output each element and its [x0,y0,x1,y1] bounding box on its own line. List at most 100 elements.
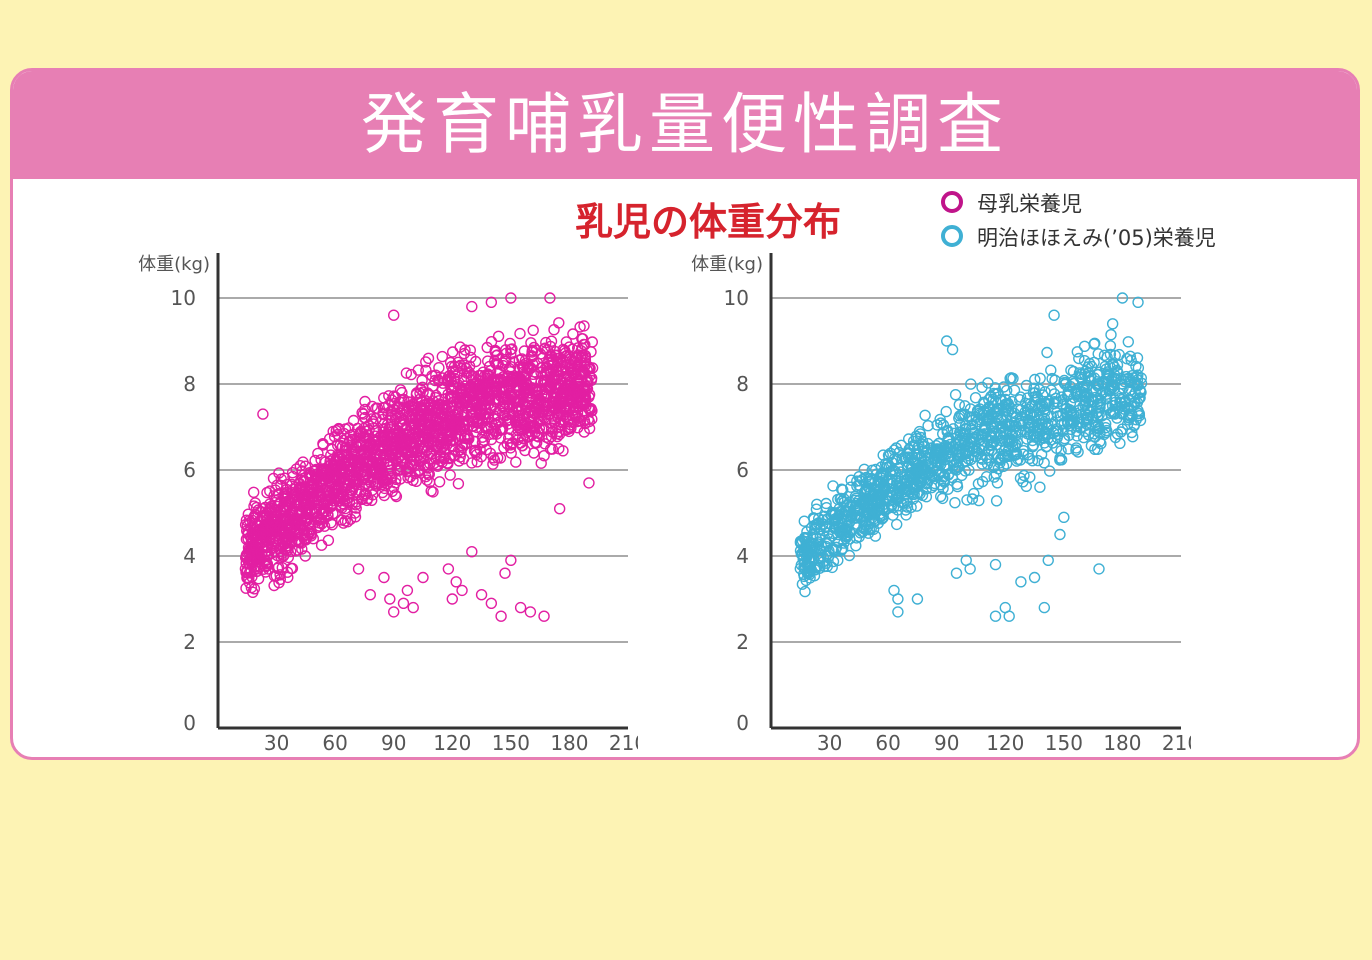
data-point [1108,361,1121,373]
data-point [504,442,517,454]
data-point [442,563,455,575]
data-point [482,411,494,424]
data-point [1054,528,1066,541]
legend-label: 明治ほほえみ(’05)栄養児 [977,226,1216,250]
data-point [1041,346,1053,359]
data-point [377,408,389,421]
data-point [481,341,493,354]
data-point [468,388,480,401]
data-point [385,411,397,424]
data-point [1044,465,1056,477]
data-point [992,462,1004,475]
data-point [1045,364,1057,376]
data-point [410,387,423,399]
data-point [477,380,490,392]
data-point [1078,431,1090,444]
data-point [356,493,368,505]
data-point [576,332,588,345]
data-point [1095,388,1107,401]
data-point [531,386,543,399]
data-point [548,396,561,408]
data-point [500,355,512,368]
data-point [316,478,328,490]
data-point [549,382,561,395]
data-point [374,459,386,471]
data-point [301,515,313,527]
data-point [292,536,305,548]
data-point [827,480,839,492]
data-point [821,538,833,550]
data-point [493,416,505,429]
data-point [263,536,275,549]
data-point [1074,390,1086,402]
data-point [485,401,497,414]
data-point [1073,367,1086,379]
data-point [504,407,516,420]
data-point [460,438,473,450]
data-point [966,493,979,505]
data-point [485,296,498,308]
data-point [949,388,962,401]
data-point [1028,382,1040,394]
data-point [402,465,414,477]
data-point [349,511,362,523]
data-point [1029,390,1041,403]
data-point [1008,384,1021,396]
data-point [257,563,270,575]
data-point [513,354,525,366]
data-point [538,449,550,462]
data-point [966,418,979,431]
data-point [510,372,522,384]
data-point [1104,360,1116,373]
data-point [1011,455,1023,467]
data-point [245,581,258,594]
data-point [522,363,534,376]
data-point [1073,352,1085,365]
data-point [1035,401,1048,413]
data-point [464,344,476,356]
data-point [1130,360,1142,373]
data-point [447,413,459,426]
data-point [446,593,458,605]
data-point [474,409,487,421]
data-point [304,528,317,540]
data-point [346,484,359,497]
data-point [446,360,458,373]
data-point [450,576,462,588]
data-point [397,597,410,609]
data-point [312,521,324,534]
data-point [460,362,472,375]
data-point [371,424,383,437]
data-point [1106,318,1119,330]
data-point [274,569,286,581]
data-point [430,453,442,465]
legend-label: 母乳栄養児 [977,192,1082,216]
data-point [361,494,373,507]
data-point [494,452,507,464]
data-point [803,546,815,559]
data-point [538,610,550,622]
data-point [521,398,533,411]
data-point [301,497,314,510]
data-point [1120,395,1132,408]
data-point [1078,384,1090,396]
data-point [1003,432,1015,445]
data-point [832,520,844,532]
data-point [477,366,489,378]
data-point [1054,452,1066,464]
data-point [433,361,445,374]
data-point [920,483,932,495]
data-point [390,431,403,444]
x-tick-label: 60 [322,731,347,755]
data-point [351,436,364,448]
data-point [965,431,977,443]
data-point [357,408,370,420]
data-point [826,530,838,542]
data-point [295,513,307,525]
data-point [540,336,552,349]
data-point [999,448,1011,461]
data-point [567,328,579,340]
data-point [362,457,374,469]
page-title: 発育哺乳量便性調査 [361,86,1009,163]
data-point [364,589,376,601]
